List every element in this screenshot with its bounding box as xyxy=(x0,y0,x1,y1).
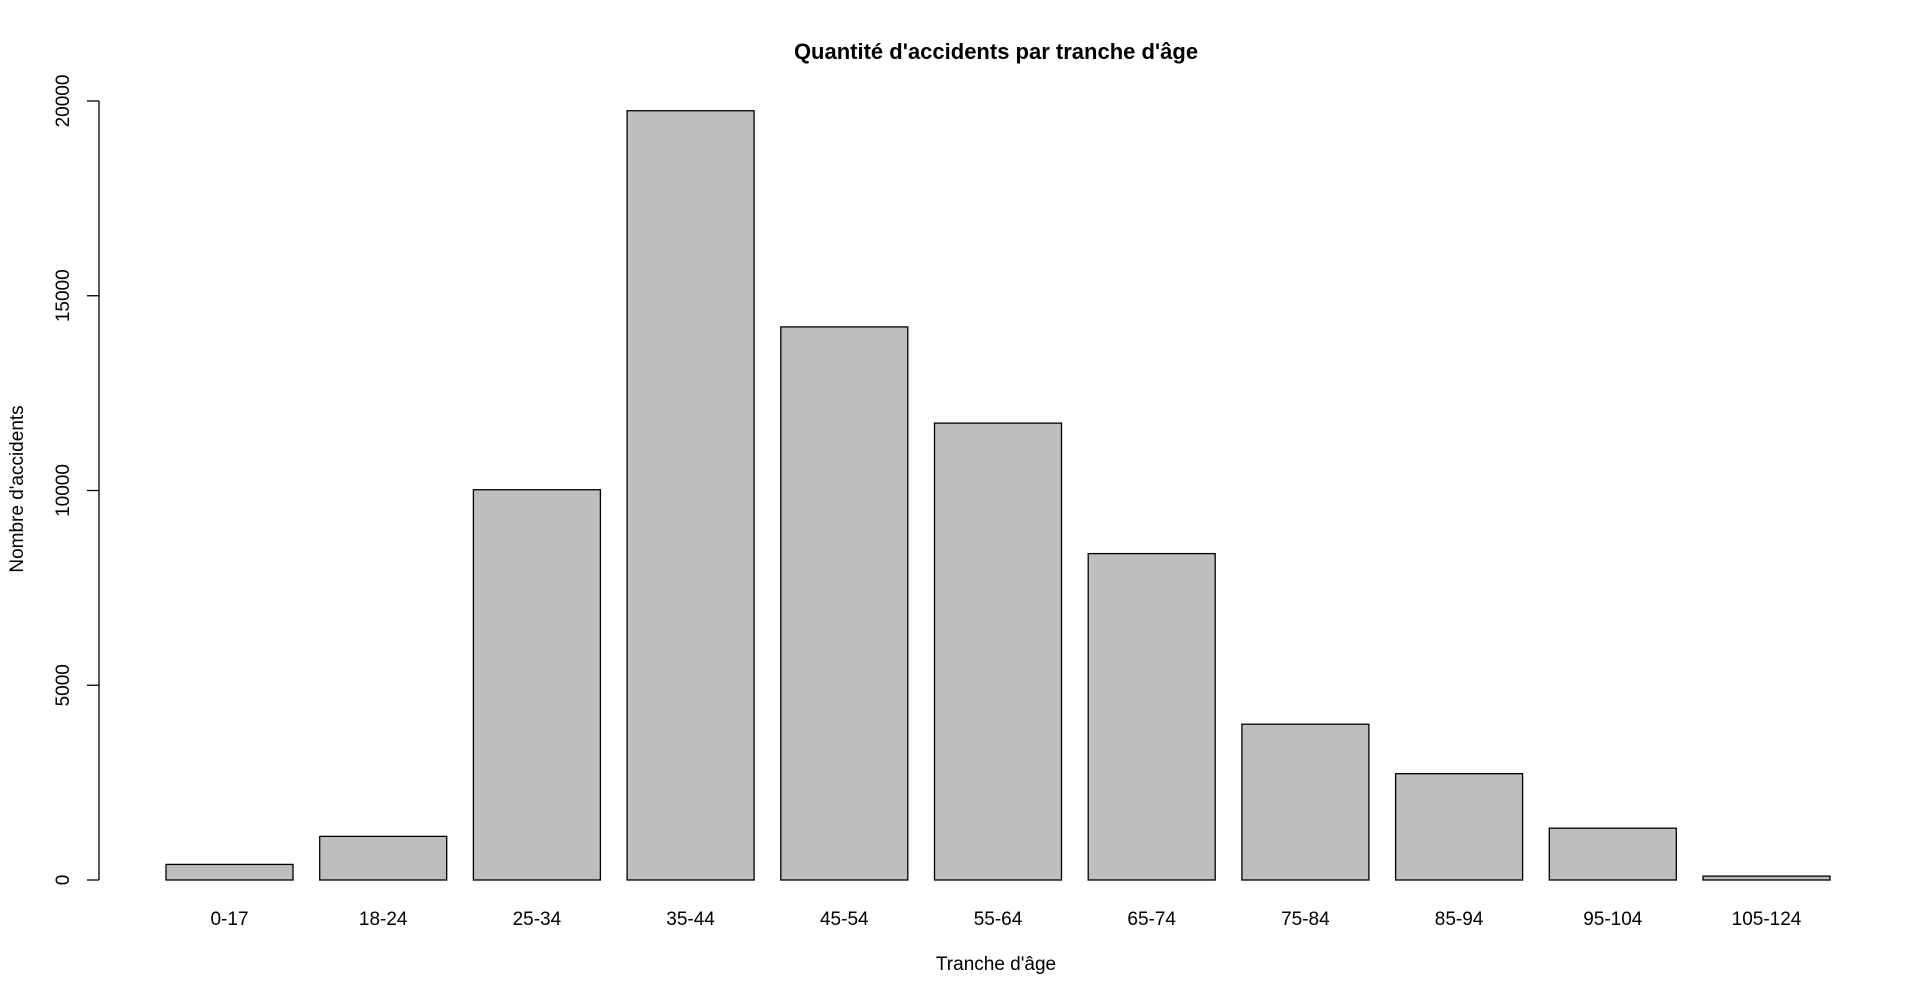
x-axis-label: Tranche d'âge xyxy=(936,954,1056,975)
chart-title: Quantité d'accidents par tranche d'âge xyxy=(794,39,1198,64)
y-axis-tick-label: 5000 xyxy=(53,664,74,706)
y-axis: 0 5000 10000 15000 20000 xyxy=(53,75,100,886)
y-axis-tick-label: 10000 xyxy=(53,464,74,517)
x-axis-tick-label: 25-34 xyxy=(513,909,562,930)
bar-95-104 xyxy=(1548,827,1677,881)
bars-group xyxy=(165,110,1831,881)
y-axis-tick-label: 20000 xyxy=(53,75,74,128)
x-axis-tick-label: 55-64 xyxy=(974,909,1023,930)
x-axis-tick-label: 65-74 xyxy=(1127,909,1176,930)
x-axis-tick-label: 18-24 xyxy=(359,909,408,930)
y-axis-tick-label: 15000 xyxy=(53,269,74,322)
x-axis-tick-label: 45-54 xyxy=(820,909,869,930)
bar-75-84 xyxy=(1241,723,1370,881)
x-axis-tick-label: 75-84 xyxy=(1281,909,1330,930)
bar-18-24 xyxy=(319,835,448,881)
bar-35-44 xyxy=(626,110,755,881)
bar-0-17 xyxy=(165,863,294,881)
y-axis-tick-label: 0 xyxy=(53,875,74,886)
x-axis-tick-label: 35-44 xyxy=(666,909,715,930)
x-axis-tick-label: 85-94 xyxy=(1435,909,1484,930)
y-axis-label: Nombre d'accidents xyxy=(7,405,28,572)
bar-105-124 xyxy=(1702,875,1831,881)
x-axis-tick-label: 105-124 xyxy=(1732,909,1802,930)
x-axis-tick-label: 0-17 xyxy=(210,909,248,930)
x-axis-tick-label: 95-104 xyxy=(1583,909,1643,930)
bar-25-34 xyxy=(472,489,602,881)
bar-55-64 xyxy=(933,422,1063,881)
bar-45-54 xyxy=(780,326,909,881)
bar-65-74 xyxy=(1087,552,1216,881)
bar-85-94 xyxy=(1394,773,1524,881)
x-axis-tick-labels: 0-17 18-24 25-34 35-44 45-54 55-64 65-74 75-84 8… xyxy=(210,909,1801,930)
